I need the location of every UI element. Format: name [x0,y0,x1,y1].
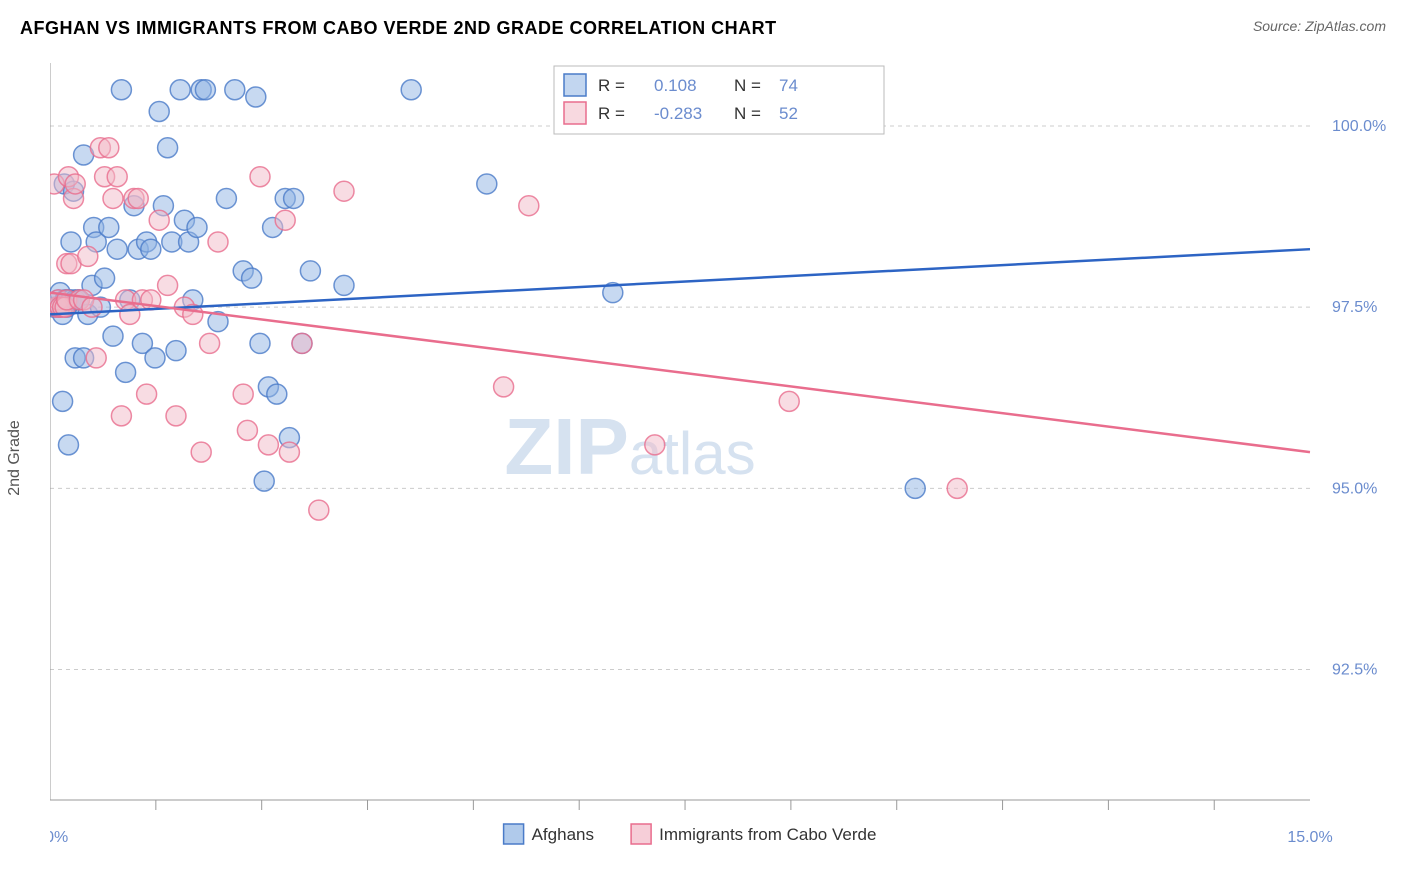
data-point [111,80,131,100]
x-tick-label: 0.0% [50,829,68,846]
data-point [779,391,799,411]
data-point [78,246,98,266]
data-point [645,435,665,455]
data-point [309,500,329,520]
data-point [107,239,127,259]
legend-r-value: 0.108 [654,76,697,95]
data-point [250,333,270,353]
data-point [246,87,266,107]
data-point [267,384,287,404]
data-point [82,297,102,317]
data-point [477,174,497,194]
data-point [99,217,119,237]
data-point [200,333,220,353]
data-point [519,196,539,216]
data-point [158,275,178,295]
legend-swatch [504,824,524,844]
legend-swatch [564,74,586,96]
data-point [216,188,236,208]
data-point [401,80,421,100]
data-point [250,167,270,187]
legend-series-label: Immigrants from Cabo Verde [659,825,876,844]
y-tick-label: 92.5% [1332,662,1377,679]
data-point [208,232,228,252]
data-point [65,174,85,194]
data-point [141,239,161,259]
legend-r-label: R = [598,76,625,95]
data-point [905,478,925,498]
legend-n-value: 52 [779,104,798,123]
data-point [292,333,312,353]
y-axis-label: 2nd Grade [6,420,24,496]
data-point [128,188,148,208]
data-point [187,217,207,237]
chart-title: AFGHAN VS IMMIGRANTS FROM CABO VERDE 2ND… [20,18,777,39]
y-tick-label: 95.0% [1332,480,1377,497]
legend-n-value: 74 [779,76,798,95]
data-point [225,80,245,100]
data-point [166,406,186,426]
data-point [191,442,211,462]
data-point [145,348,165,368]
legend-swatch [564,102,586,124]
watermark: ZIPatlas [504,402,755,491]
y-tick-label: 100.0% [1332,118,1386,135]
data-point [86,348,106,368]
data-point [99,138,119,158]
data-point [58,435,78,455]
data-point [53,391,73,411]
data-point [149,101,169,121]
data-point [254,471,274,491]
data-point [166,341,186,361]
legend-r-value: -0.283 [654,104,702,123]
legend-n-label: N = [734,76,761,95]
legend-swatch [631,824,651,844]
y-tick-label: 97.5% [1332,299,1377,316]
data-point [284,188,304,208]
data-point [103,326,123,346]
data-point [158,138,178,158]
scatter-chart: 92.5% 95.0% 97.5% 100.0% ZIPatlas 0.0% 15.0% R … [50,48,1390,868]
legend-r-label: R = [598,104,625,123]
data-point [95,268,115,288]
data-point [242,268,262,288]
x-tick-label: 15.0% [1287,829,1332,846]
data-point [334,181,354,201]
data-point [494,377,514,397]
data-point [334,275,354,295]
data-point [116,362,136,382]
data-point [111,406,131,426]
chart-container: 2nd Grade 92.5%95.0%97.5%100.0%ZIPatlas0… [50,48,1390,868]
data-point [195,80,215,100]
data-point [300,261,320,281]
source-label: Source: ZipAtlas.com [1253,18,1386,34]
data-point [279,442,299,462]
data-point [149,210,169,230]
data-point [233,384,253,404]
data-point [107,167,127,187]
trend-line [50,249,1310,314]
data-point [170,80,190,100]
legend-n-label: N = [734,104,761,123]
data-point [275,210,295,230]
data-point [947,478,967,498]
legend-series-label: Afghans [532,825,594,844]
data-point [258,435,278,455]
data-point [137,384,157,404]
data-point [103,188,123,208]
data-point [237,420,257,440]
data-point [61,232,81,252]
